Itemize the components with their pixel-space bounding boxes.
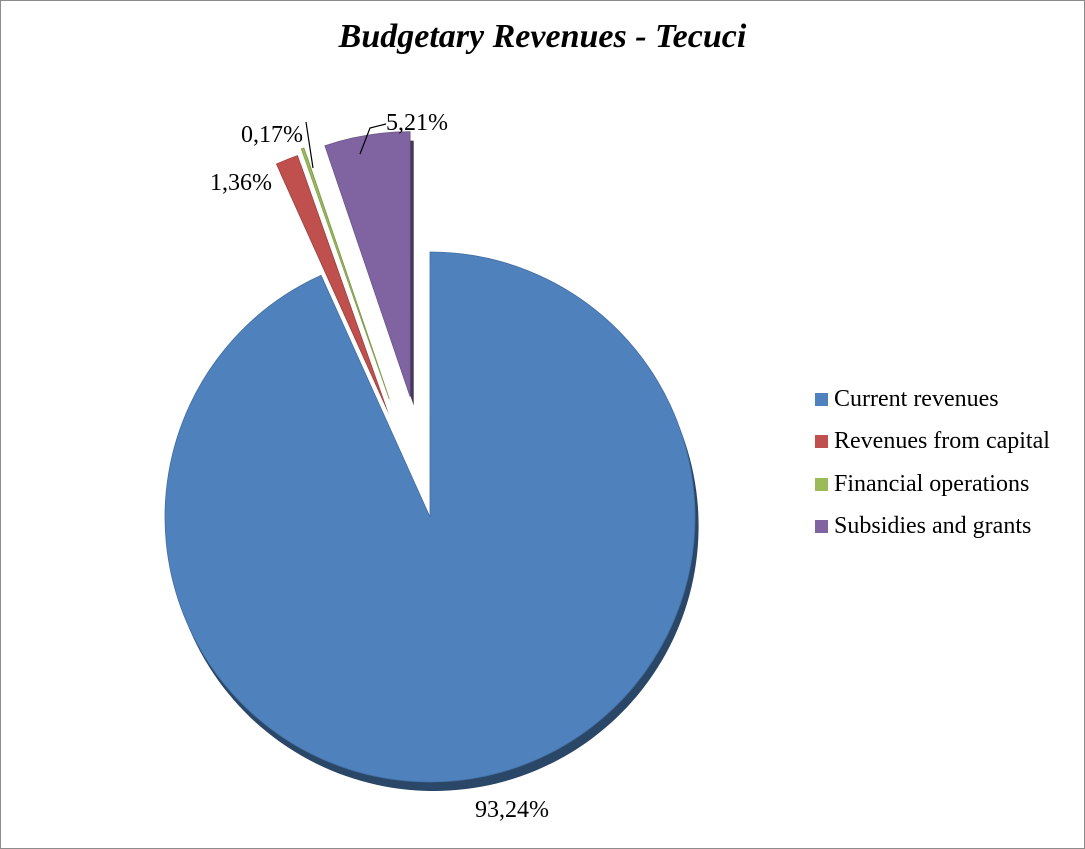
leader-line-financial-operations <box>305 121 314 169</box>
chart-legend: Current revenues Revenues from capital F… <box>815 378 1050 548</box>
chart-title: Budgetary Revenues - Tecuci <box>338 18 747 55</box>
legend-label-revenues-from-capital: Revenues from capital <box>834 428 1050 455</box>
pie-slice-current-revenues <box>164 251 696 783</box>
legend-item-subsidies-and-grants: Subsidies and grants <box>815 506 1050 549</box>
legend-swatch-revenues-from-capital <box>815 435 828 449</box>
legend-item-financial-operations: Financial operations <box>815 463 1050 506</box>
data-label-financial-operations: 0,17% <box>241 122 303 148</box>
leader-line-subsidies-and-grants <box>359 123 387 155</box>
data-label-current-revenues: 93,24% <box>475 797 549 823</box>
legend-item-current-revenues: Current revenues <box>815 378 1050 421</box>
legend-label-current-revenues: Current revenues <box>834 385 999 412</box>
pie-slice-revenues-from-capital <box>275 155 386 406</box>
pie-slice-financial-operations <box>300 147 390 399</box>
legend-swatch-subsidies-and-grants <box>815 520 828 534</box>
data-label-subsidies-and-grants: 5,21% <box>386 110 448 136</box>
legend-swatch-financial-operations <box>815 477 828 491</box>
legend-label-subsidies-and-grants: Subsidies and grants <box>834 513 1032 540</box>
legend-label-financial-operations: Financial operations <box>834 470 1030 497</box>
data-label-revenues-from-capital: 1,36% <box>210 170 272 196</box>
legend-item-revenues-from-capital: Revenues from capital <box>815 421 1050 464</box>
legend-swatch-current-revenues <box>815 392 828 406</box>
